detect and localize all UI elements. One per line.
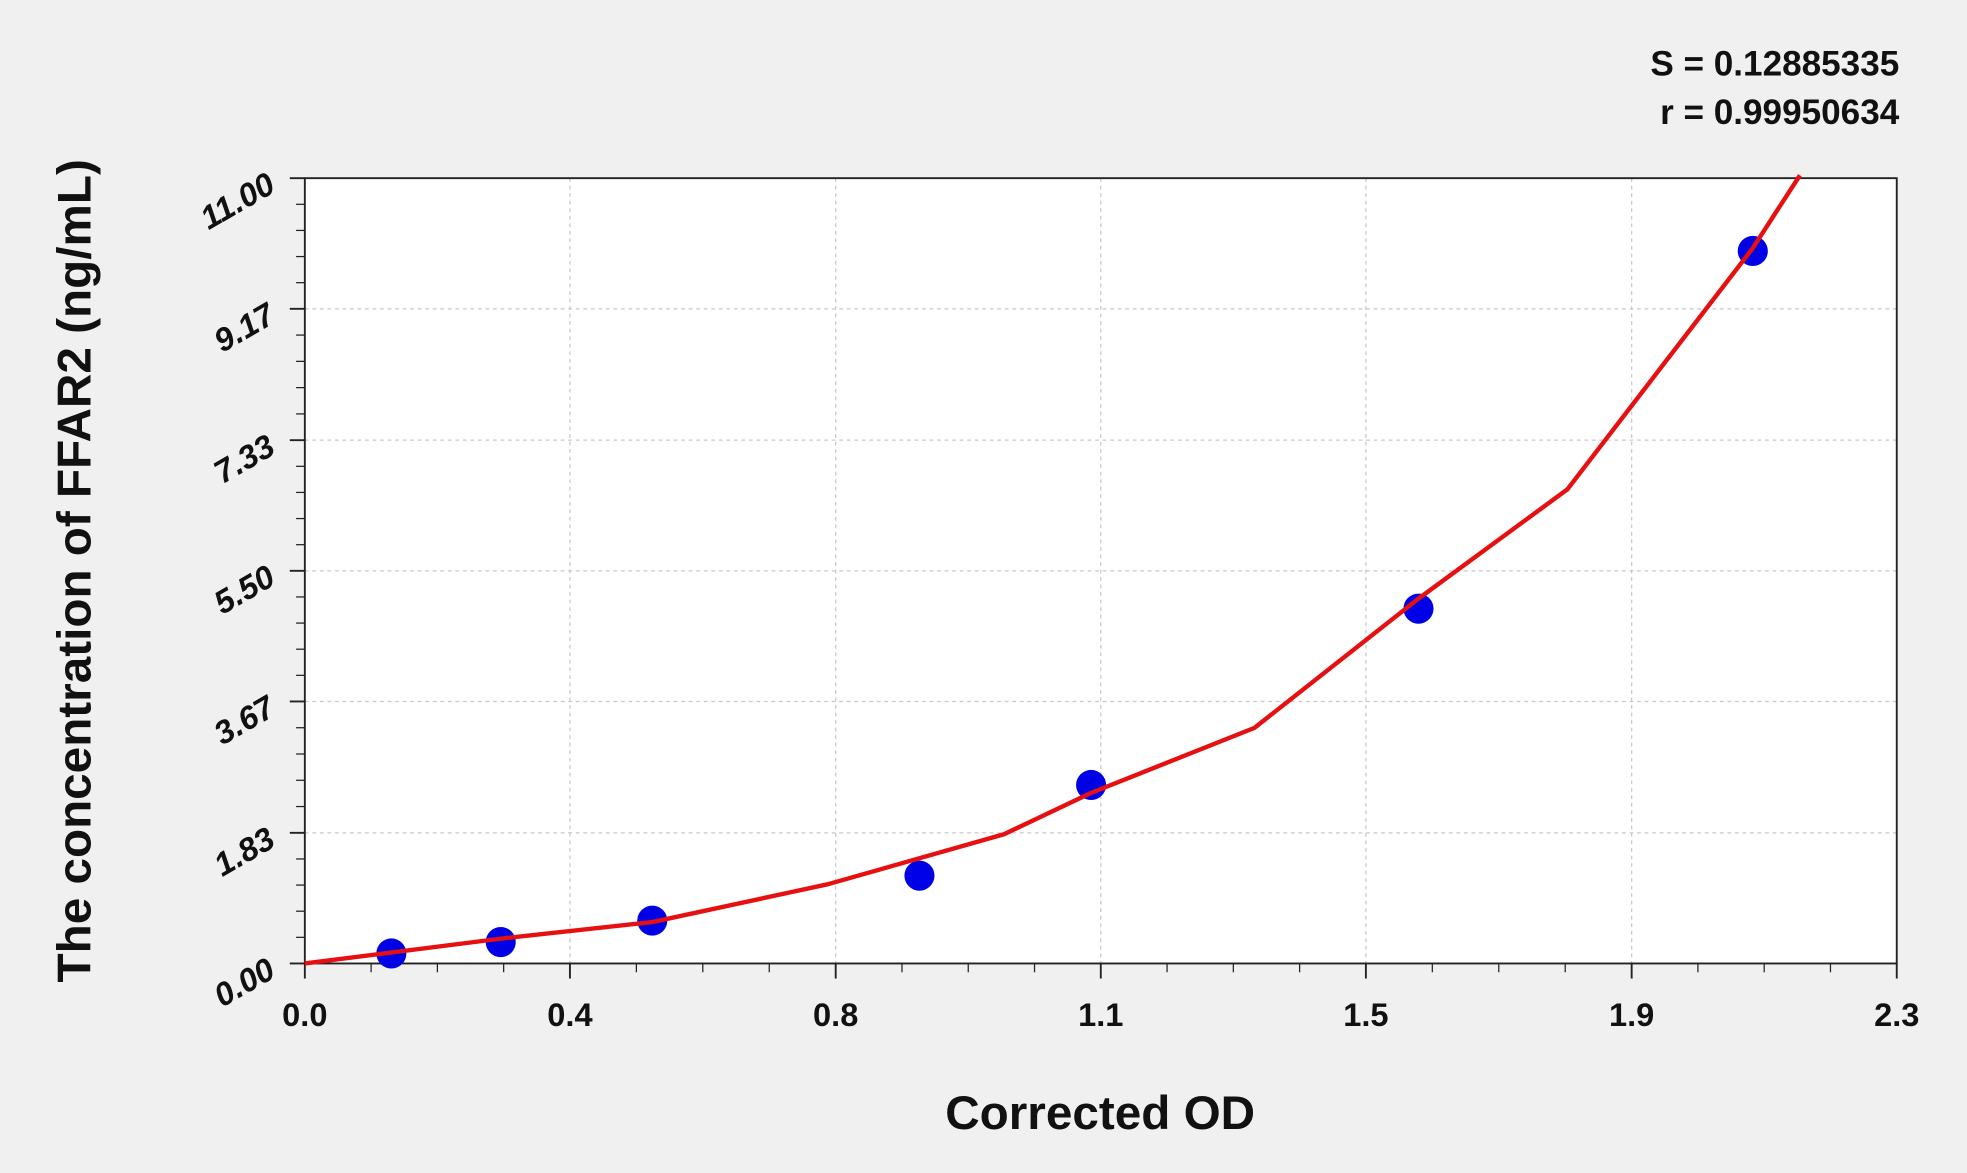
data-point — [485, 926, 516, 958]
x-tick-label: 1.1 — [1078, 996, 1123, 1033]
x-tick-label: 0.4 — [547, 996, 592, 1033]
y-tick-label: 5.50 — [207, 557, 280, 621]
y-tick-label: 9.17 — [207, 294, 282, 359]
plot-frame — [303, 177, 1898, 965]
y-tick-label: 0.00 — [207, 950, 280, 1014]
data-point — [1403, 593, 1434, 624]
annotation: S = 0.12885335 — [1650, 44, 1899, 83]
fit-curve — [304, 174, 1802, 966]
y-axis-title: The concentration of FFAR2 (ng/mL) — [48, 159, 101, 982]
y-tick-label: 1.83 — [207, 819, 280, 883]
marks — [304, 174, 1802, 969]
y-tick-label: 11.00 — [194, 165, 281, 237]
y-tick-label: 3.67 — [207, 687, 282, 752]
data-point — [1076, 769, 1107, 801]
x-tick-label: 0.0 — [282, 996, 327, 1033]
x-axis-title: Corrected OD — [945, 1087, 1255, 1140]
grid: 0.0 0.4 0.8 1.1 1.5 1.9 2.3 0.00 1.83 3.67 5.50 7.3… — [194, 165, 1920, 1033]
x-tick-label: 1.9 — [1609, 996, 1654, 1033]
data-point — [904, 860, 935, 891]
x-tick-label: 1.5 — [1343, 996, 1388, 1033]
annotation: r = 0.99950634 — [1660, 93, 1900, 132]
y-tick-label: 7.33 — [207, 427, 280, 491]
x-tick-label: 2.3 — [1874, 996, 1919, 1033]
x-tick-label: 0.8 — [813, 996, 858, 1033]
